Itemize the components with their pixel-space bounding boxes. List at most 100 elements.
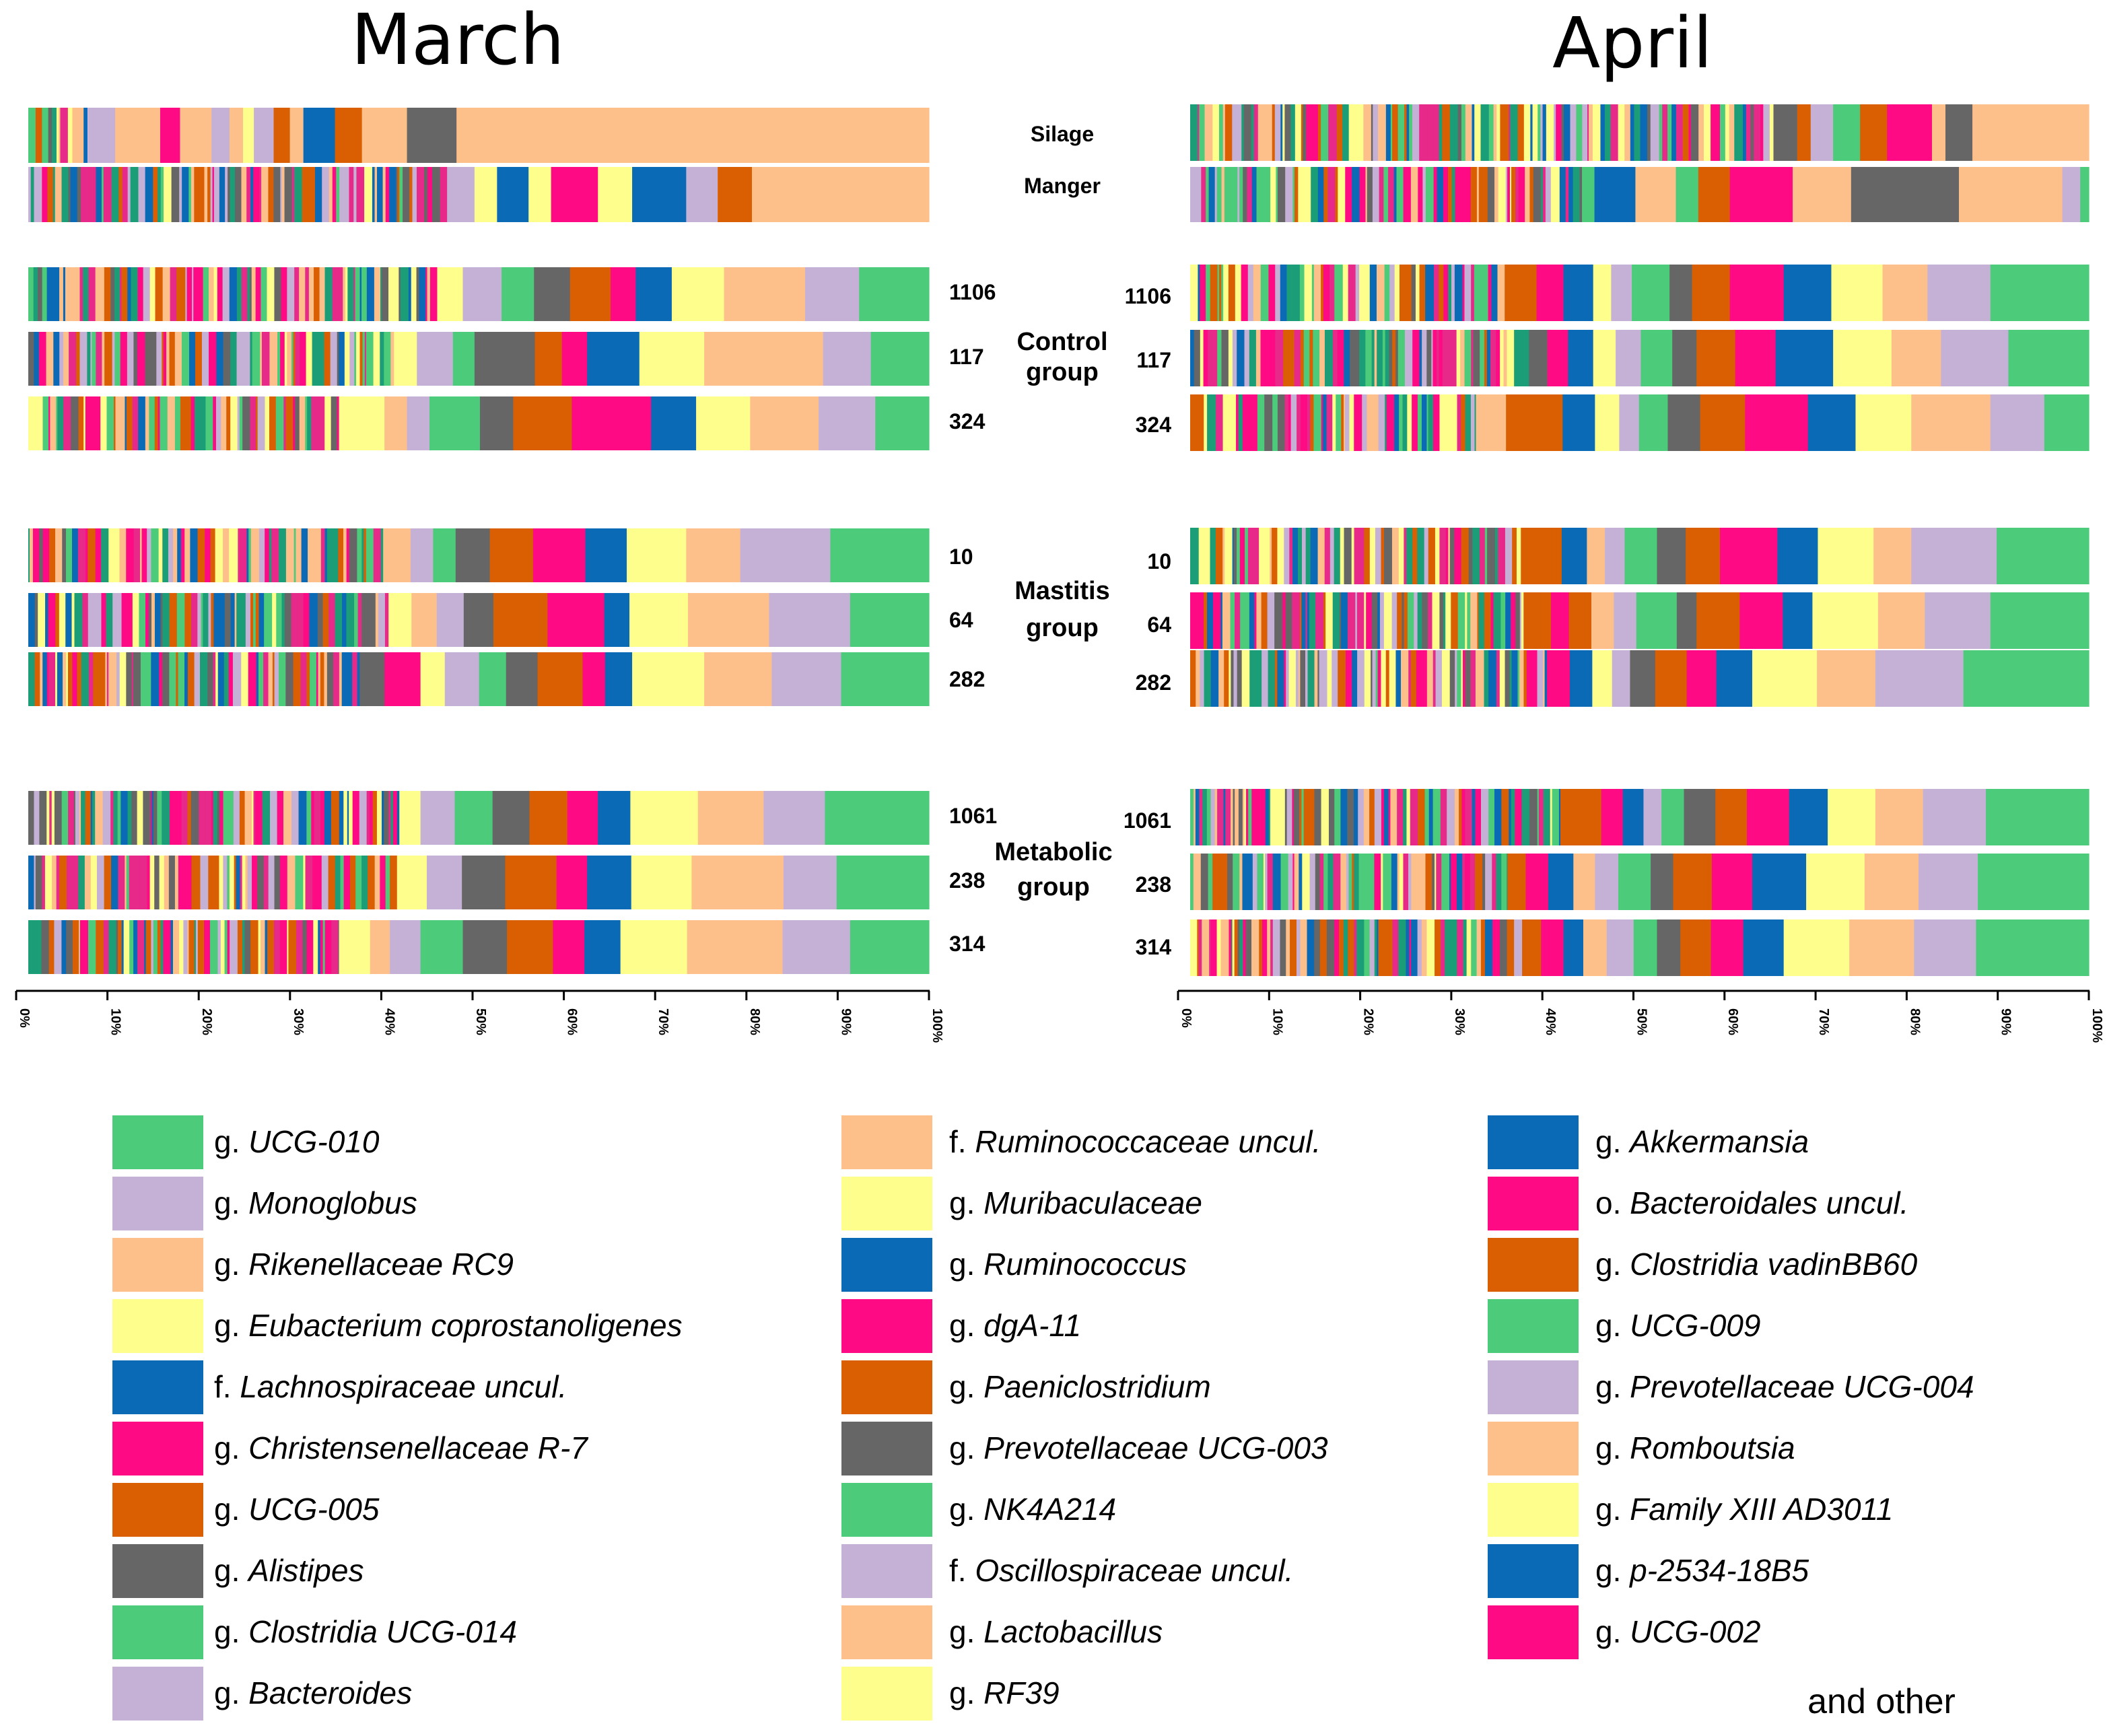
bar-segment-other <box>287 332 292 386</box>
bar-segment-other <box>92 791 96 845</box>
bar-segment-other <box>1242 394 1251 451</box>
bar-segment-other <box>1286 265 1292 321</box>
bar-segment-other <box>345 267 348 321</box>
bar-segment-other <box>213 167 220 222</box>
legend-swatch <box>112 1667 203 1721</box>
bar-segment-other <box>117 593 122 647</box>
bar-segment-other <box>390 791 394 845</box>
bar-segment-other <box>271 528 279 582</box>
bar-segment-other <box>361 528 364 582</box>
bar-segment-other <box>72 108 77 163</box>
bar-segment-other <box>1471 919 1477 976</box>
bar-segment-other <box>1391 854 1398 910</box>
legend-item: g. RF39 <box>841 1667 1060 1721</box>
bar-segment-other <box>337 332 339 386</box>
bar-segment <box>639 332 705 386</box>
bar-segment <box>1735 330 1776 386</box>
bar-segment-other <box>1359 265 1364 321</box>
bar-segment <box>1560 789 1601 845</box>
bar-segment <box>1610 265 1632 321</box>
bar-segment-other <box>318 920 321 974</box>
bar-segment <box>1691 265 1730 321</box>
bar-segment-other <box>314 167 322 222</box>
bar-segment-other <box>144 920 147 974</box>
bar-segment-other <box>1509 167 1512 222</box>
bar-segment-other <box>209 332 217 386</box>
bar-segment-other <box>1300 919 1307 976</box>
bar-segment-other <box>259 167 262 222</box>
bar-segment-other <box>382 167 386 222</box>
bar-segment-other <box>1457 919 1463 976</box>
bar-segment-other <box>1519 330 1525 386</box>
bar-segment-other <box>314 791 321 845</box>
bar-segment-other <box>1412 330 1420 386</box>
bar-segment-other <box>1309 789 1315 845</box>
bar-segment-other <box>1451 265 1455 321</box>
bar-segment <box>1622 789 1644 845</box>
bar-segment-other <box>1541 167 1544 222</box>
bar-segment <box>420 652 445 706</box>
bar-segment-other <box>1690 104 1699 161</box>
bar-segment-other <box>48 108 53 163</box>
bar-segment <box>1535 265 1564 321</box>
bar-segment-other <box>296 528 302 582</box>
bar-segment-other <box>247 267 250 321</box>
bar-segment-other <box>1478 592 1485 649</box>
bar-segment-other <box>249 267 252 321</box>
bar-segment-other <box>1190 854 1194 910</box>
bar-segment-other <box>77 652 82 706</box>
bar-segment-other <box>1348 104 1357 161</box>
bar-segment-other <box>1411 265 1416 321</box>
bar-segment-other <box>1482 265 1488 321</box>
bar-segment-other <box>322 920 326 974</box>
legend-label: g. Alistipes <box>214 1553 364 1588</box>
bar-segment-other <box>82 593 89 647</box>
bar-segment-other <box>256 652 259 706</box>
bar-segment-other <box>1406 919 1410 976</box>
bar-segment-other <box>1450 330 1457 386</box>
x-tick-label: 50% <box>473 1008 488 1035</box>
bar-segment <box>1699 394 1746 451</box>
bar-segment-other <box>199 593 201 647</box>
bar-segment-other <box>1358 528 1365 584</box>
bar-segment-other <box>318 856 322 909</box>
bar-segment-other <box>1501 854 1507 910</box>
x-tick-label: 90% <box>838 1008 853 1035</box>
bar-segment-other <box>375 593 379 647</box>
bar-segment <box>1859 104 1888 161</box>
bar-segment <box>88 108 116 163</box>
bar-segment-other <box>312 920 314 974</box>
bar-segment-other <box>1261 592 1268 649</box>
bar-segment-other <box>1262 528 1270 584</box>
bar-segment <box>1881 265 1928 321</box>
bar-segment-other <box>234 856 236 909</box>
bar-segment-other <box>247 856 252 909</box>
bar-segment-other <box>126 856 130 909</box>
bar-segment-other <box>1206 265 1211 321</box>
bar-segment-other <box>1484 528 1488 584</box>
bar-segment-other <box>1307 394 1311 451</box>
bar-segment-other <box>55 593 60 647</box>
bar-segment-other <box>324 528 328 582</box>
bar-segment-other <box>370 791 374 845</box>
bar-segment <box>1776 528 1818 584</box>
bar-segment-other <box>1198 528 1203 584</box>
bar-segment-other <box>1538 104 1541 161</box>
bar-segment-other <box>38 920 42 974</box>
bar-segment-other <box>314 267 320 321</box>
bar-segment-other <box>1343 650 1346 707</box>
bar-segment-other <box>424 167 428 222</box>
bar-segment-other <box>1343 919 1348 976</box>
bar-segment-other <box>1344 330 1350 386</box>
bar-segment-other <box>28 267 34 321</box>
bar-segment-other <box>1435 528 1440 584</box>
bar-segment-other <box>103 920 109 974</box>
bar-segment-other <box>1443 592 1446 649</box>
bar-segment-other <box>65 267 73 321</box>
group-label-line1: Control <box>1016 328 1107 356</box>
bar-segment-other <box>313 528 322 582</box>
bar-segment-other <box>328 856 336 909</box>
bar-segment-other <box>1374 789 1382 845</box>
bar-segment-other <box>1373 104 1379 161</box>
